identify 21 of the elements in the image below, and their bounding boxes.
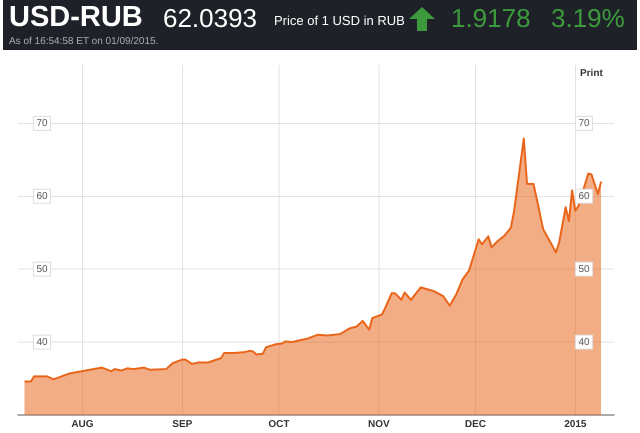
y-tick-label: 40 — [36, 336, 48, 348]
text: 62.0393 — [163, 3, 257, 34]
x-tick-label: AUG — [71, 418, 94, 430]
x-tick-label: OCT — [268, 418, 290, 430]
x-tick-label: DEC — [464, 418, 486, 430]
chart-title: USD-RUB — [9, 1, 143, 34]
y-tick-label: 70 — [36, 118, 48, 130]
text: Price of 1 USD in RUB — [274, 13, 405, 28]
y2-tick-label: 70 — [578, 118, 590, 130]
text: 1.9178 — [451, 3, 531, 34]
y-tick-label: 60 — [36, 191, 48, 202]
x-tick-label: NOV — [368, 418, 390, 430]
annotation: Print — [580, 68, 603, 79]
text: 3.19% — [551, 3, 625, 34]
x-tick-label: SEP — [172, 418, 193, 430]
x-tick-label: 2015 — [564, 418, 587, 430]
y2-tick-label: 60 — [578, 191, 590, 202]
chart-subtitle: As of 16:54:58 ET on 01/09/2015. — [9, 36, 158, 47]
y2-tick-label: 50 — [578, 264, 590, 275]
y-tick-label: 50 — [36, 264, 48, 275]
y2-tick-label: 40 — [578, 336, 590, 348]
